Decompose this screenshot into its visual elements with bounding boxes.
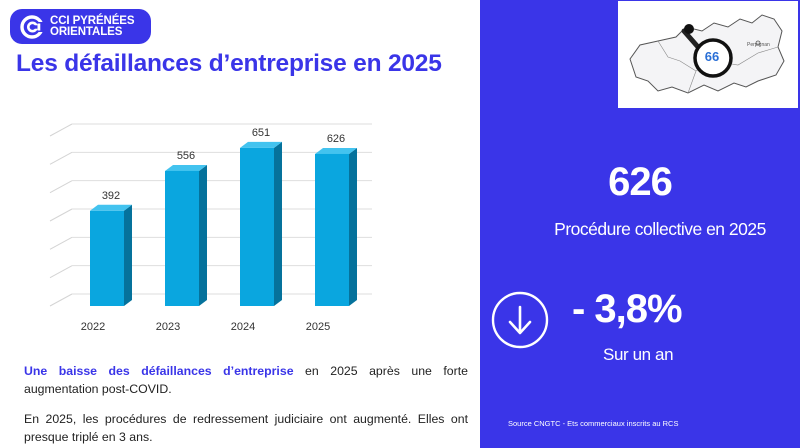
gridline-side — [49, 293, 73, 307]
data-label: 651 — [252, 127, 270, 139]
gridline-side — [49, 236, 73, 250]
change-value: - 3,8% — [572, 287, 683, 331]
paragraph-highlight: Une baisse des défaillances d’entreprise — [24, 364, 294, 378]
bar-top — [315, 147, 357, 154]
internal-border-2 — [657, 40, 697, 72]
x-tick-label: 2025 — [306, 321, 330, 333]
map-card — [618, 1, 798, 108]
left-panel: CCI PYRÉNÉES ORIENTALES Les défaillances… — [10, 9, 468, 444]
bar — [240, 147, 274, 306]
magnifier-knob-icon — [684, 24, 694, 34]
city-marker-icon — [755, 40, 761, 46]
bar-side — [199, 164, 207, 306]
change-caption: Sur un an — [603, 345, 674, 364]
gridline-side — [49, 180, 73, 194]
gridline-side — [49, 208, 73, 222]
data-label: 556 — [177, 150, 195, 162]
magnifier-icon — [693, 38, 733, 78]
logo-line2: ORIENTALES — [50, 26, 123, 38]
page-title: Les défaillances d’entreprise en 2025 — [16, 50, 442, 77]
logo-line1: CCI PYRÉNÉES — [50, 15, 135, 27]
x-tick-label: 2022 — [81, 321, 105, 333]
magnifier-handle-icon — [681, 28, 701, 50]
x-tick-label: 2023 — [156, 321, 180, 333]
kpi-value: 626 — [608, 160, 673, 204]
bar — [165, 170, 199, 306]
paragraph-detail: En 2025, les procédures de redressement … — [24, 412, 468, 444]
department-number: 66 — [704, 49, 720, 64]
bar-top — [240, 141, 282, 148]
bar — [315, 153, 349, 306]
department-map — [629, 14, 785, 94]
kpi-caption: Procédure collective en 2025 — [554, 219, 766, 239]
logo-text: CCI PYRÉNÉES ORIENTALES — [50, 15, 135, 38]
bar-chart: 392 2022 556 2023 651 2024 626 2025 — [49, 123, 372, 333]
city-label: Perpignan — [747, 42, 770, 48]
paragraph-summary: Une baisse des défaillances d’entreprise… — [24, 362, 468, 398]
arrow-down-circle-icon — [491, 291, 549, 349]
bar-side — [274, 141, 282, 306]
bar-side — [124, 204, 132, 306]
bar-top — [165, 164, 207, 171]
gridline-side — [49, 265, 73, 279]
data-label: 392 — [102, 190, 120, 202]
source-note: Source CNGTC - Ets commerciaux inscrits … — [508, 419, 679, 428]
paragraph-rest: en 2025 après une forte augmentation pos… — [24, 364, 468, 396]
bar — [90, 210, 124, 306]
cci-logo-icon — [20, 15, 44, 39]
data-label: 626 — [327, 133, 345, 145]
x-tick-label: 2024 — [231, 321, 255, 333]
gridline-side — [49, 151, 73, 165]
cci-logo: CCI PYRÉNÉES ORIENTALES — [10, 9, 151, 44]
bar-side — [349, 147, 357, 306]
gridline-side — [49, 123, 73, 137]
bar-top — [90, 204, 132, 211]
